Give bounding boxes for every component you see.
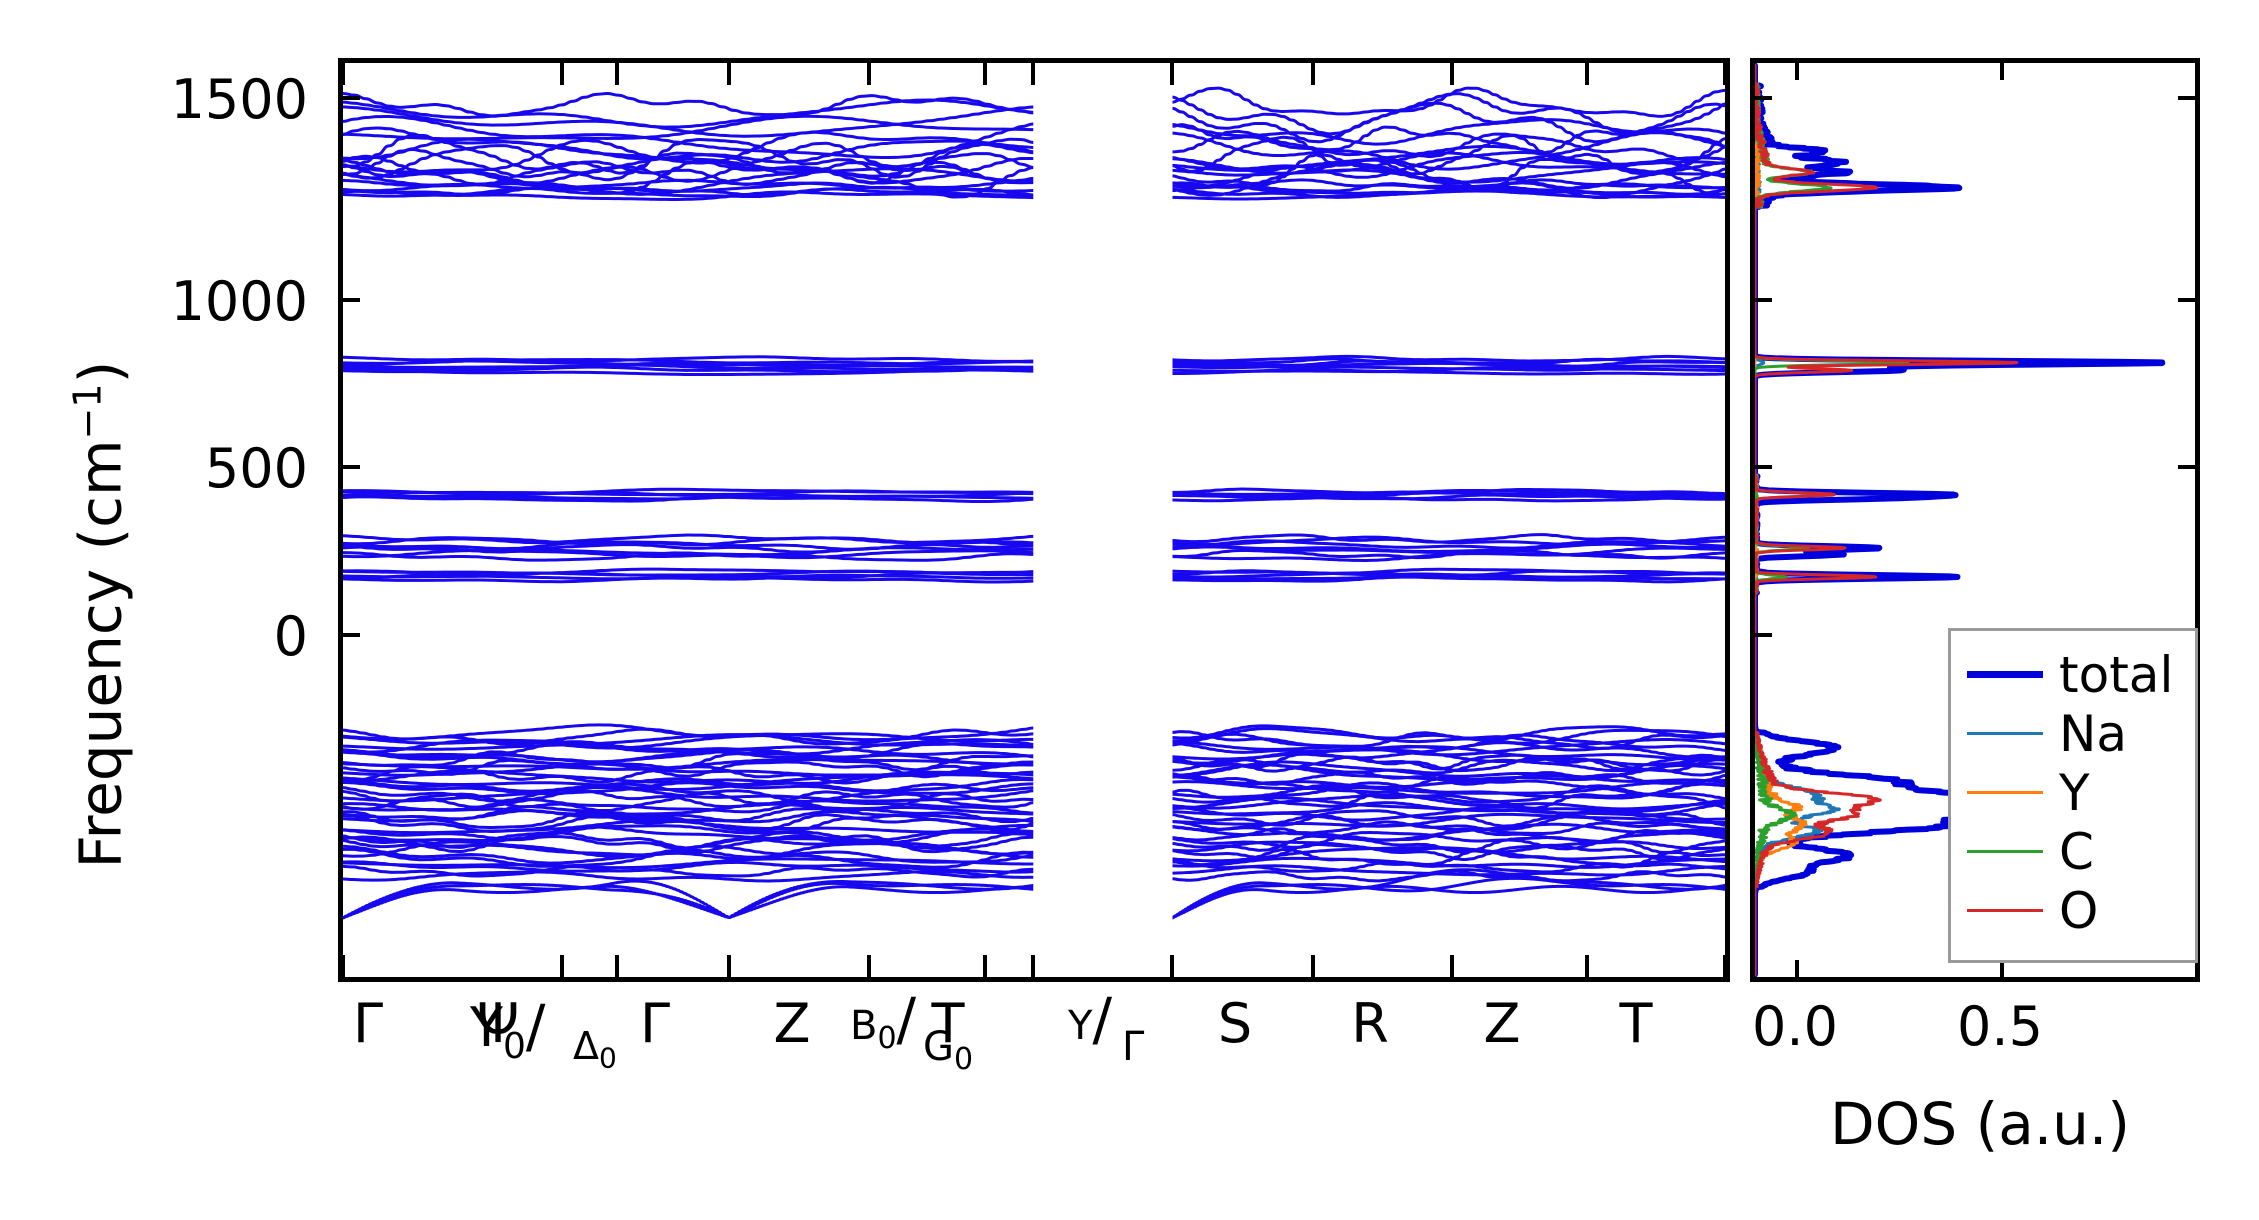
legend-entry-o[interactable]: O [1951,881,2195,940]
x-tick-label-gamma-2: Γ [639,992,671,1055]
dos-y-tickmark-0 [1750,633,1772,637]
legend-swatch-y [1967,791,2043,794]
band-x-tickmark-top-4 [867,63,872,85]
legend-entry-na[interactable]: Na [1951,704,2195,763]
band-x-tickmark-top-1 [559,63,564,85]
band-x-tickmark-10 [1585,955,1590,977]
dos-curve-c [1755,64,1910,976]
dos-x-tick-label-05: 0.5 [1957,995,2043,1058]
y-tick-label-500: 500 [204,437,308,500]
y-tickmark-500 [338,465,360,469]
band-x-tickmark-top-11 [1723,63,1727,85]
band-x-tickmark-top-0 [341,63,345,85]
band-x-tickmark-top-3 [726,63,731,85]
y-tick-label-1500: 1500 [170,68,308,131]
dos-y-tickmark-right-1000 [2178,298,2200,302]
legend-swatch-o [1967,909,2043,912]
x-tick-label-B0: B0/ [850,985,917,1056]
dos-y-tickmark-1500 [1750,96,1772,100]
y-tick-label-0: 0 [273,605,308,668]
band-x-tickmark-6 [1031,955,1036,977]
x-tick-label-S: S [1217,992,1253,1055]
legend-label-total: total [2059,645,2174,704]
band-x-tickmark-8 [1311,955,1316,977]
x-tick-label-G0: G0 [923,1024,974,1077]
dos-curve-na [1755,64,1841,976]
legend-label-o: O [2059,881,2099,940]
y-tickmark-1500 [338,96,360,100]
legend-swatch-na [1967,732,2043,735]
y-tickmark-0 [338,633,360,637]
dos-axis-label: DOS (a.u.) [1830,1090,2130,1158]
band-x-tickmark-top-2 [615,63,620,85]
x-tick-label-gamma-3: Γ [1122,1024,1145,1070]
band-structure-panel [338,58,1730,982]
band-x-tickmark-5 [983,955,988,977]
legend-entry-c[interactable]: C [1951,822,2195,881]
legend-entry-total[interactable]: total [1951,645,2195,704]
band-structure-plot [343,63,1725,977]
y-tickmark-1000 [338,298,360,302]
band-x-tickmark-1 [559,955,564,977]
x-tick-label-Y: Y/ [1068,985,1112,1053]
dos-x-tickmark-top-05 [2000,58,2004,80]
band-x-tickmark-top-7 [1170,63,1175,85]
dos-y-tickmark-right-500 [2178,465,2200,469]
band-x-tickmark-2 [615,955,620,977]
band-x-tickmark-7 [1170,955,1175,977]
x-tick-label-Y0: Y0/ [470,992,546,1067]
legend-label-na: Na [2059,704,2128,763]
band-x-tickmark-top-5 [983,63,988,85]
band-x-tickmark-top-9 [1450,63,1455,85]
legend-entry-y[interactable]: Y [1951,763,2195,822]
band-x-tickmark-0 [341,955,345,977]
x-tick-label-T-2: T [1619,992,1653,1055]
x-tick-label-R: R [1351,992,1389,1055]
x-tick-label-gamma-1: Γ [352,992,384,1055]
dos-x-tickmark-0 [1795,960,1799,982]
dos-x-tickmark-top-0 [1795,58,1799,80]
legend-swatch-c [1967,850,2043,853]
dos-y-tickmark-1000 [1750,298,1772,302]
legend-label-y: Y [2059,763,2090,822]
x-tick-label-Delta0: Δ0 [573,1024,617,1075]
band-x-tickmark-9 [1450,955,1455,977]
dos-x-tick-label-0: 0.0 [1752,995,1838,1058]
legend-label-c: C [2059,822,2094,881]
x-tick-label-T-1: T [931,992,965,1055]
x-tick-label-Y0-over-Delta0: Ψ Ψ [476,992,520,1055]
band-x-tickmark-4 [867,955,872,977]
y-tick-label-1000: 1000 [170,270,308,333]
band-x-tickmark-top-8 [1311,63,1316,85]
band-x-tickmark-3 [726,955,731,977]
dos-x-tickmark-05 [2000,960,2004,982]
dos-legend: total Na Y C O [1948,628,2198,963]
dos-curve-o [1755,64,2019,976]
x-tick-label-Z-2: Z [1483,992,1521,1055]
x-tick-label-Z-1: Z [773,992,811,1055]
dos-y-tickmark-500 [1750,465,1772,469]
band-x-tickmark-top-6 [1031,63,1036,85]
dos-y-tickmark-right-1500 [2178,96,2200,100]
band-x-tickmark-11 [1723,955,1727,977]
legend-swatch-total [1967,671,2043,678]
band-x-tickmark-top-10 [1585,63,1590,85]
